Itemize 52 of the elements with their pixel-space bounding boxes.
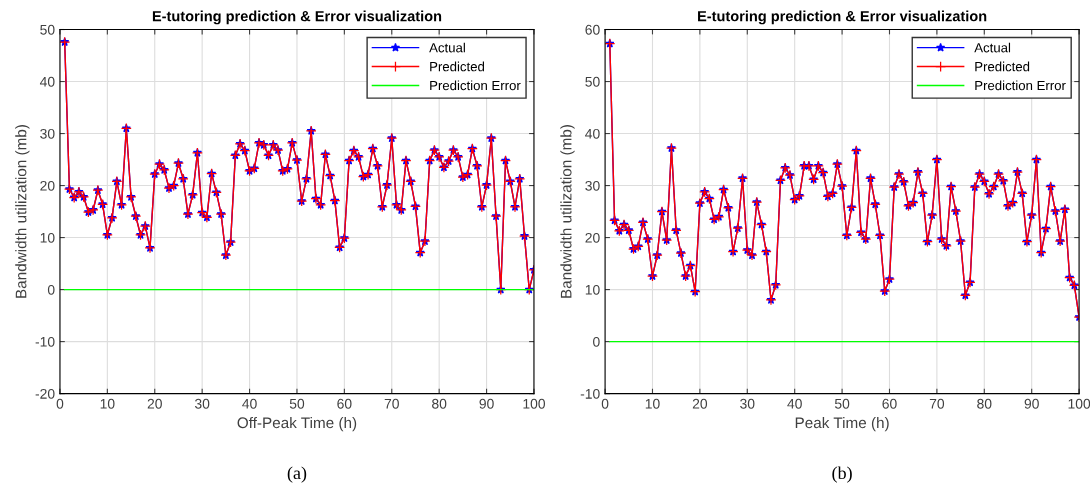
- x-tick-label: 10: [645, 398, 660, 409]
- x-tick-label: 70: [929, 398, 945, 409]
- legend-label: Predicted: [430, 61, 485, 72]
- x-tick-label: 20: [147, 398, 162, 409]
- y-tick-label: 20: [40, 180, 55, 191]
- legend-label: Actual: [974, 42, 1011, 53]
- x-tick-label: 80: [977, 398, 992, 409]
- chart-title: E-tutoring prediction & Error visualization: [698, 10, 987, 25]
- x-tick-label: 50: [834, 398, 850, 409]
- x-tick-label: 40: [787, 398, 802, 409]
- y-tick-label: 40: [39, 76, 55, 87]
- y-tick-label: 10: [585, 284, 600, 295]
- y-tick-label: -10: [35, 336, 55, 347]
- y-tick-label: -10: [580, 388, 600, 399]
- y-tick-label: 0: [593, 336, 600, 347]
- legend-label: Prediction Error: [975, 80, 1066, 91]
- y-tick-label: 10: [40, 232, 55, 243]
- y-axis-title: Bandwidth utilization (mb): [560, 125, 575, 298]
- x-tick-label: 90: [1024, 398, 1039, 409]
- y-tick-label: 50: [40, 24, 55, 35]
- x-tick-label: 30: [194, 398, 210, 409]
- y-axis-title: Bandwidth utilization (mb): [15, 125, 30, 298]
- x-tick-label: 0: [601, 398, 609, 409]
- x-tick-label: 0: [56, 398, 64, 409]
- x-tick-label: 10: [100, 398, 115, 409]
- x-tick-label: 60: [337, 398, 352, 409]
- y-tick-label: 50: [585, 76, 600, 87]
- x-tick-label: 80: [432, 398, 447, 409]
- x-axis-title: Off-Peak Time (h): [237, 416, 357, 432]
- y-tick-label: 60: [585, 24, 600, 35]
- y-tick-label: 30: [585, 180, 600, 191]
- y-tick-label: 30: [40, 128, 55, 139]
- chart-title: E-tutoring prediction & Error visualization: [152, 10, 442, 25]
- x-tick-label: 50: [289, 398, 305, 409]
- x-tick-label: 60: [882, 398, 897, 409]
- x-tick-label: 20: [692, 398, 708, 409]
- x-tick-label: 100: [1068, 398, 1090, 409]
- x-axis-title: Peak Time (h): [795, 416, 889, 432]
- x-tick-label: 40: [242, 398, 257, 409]
- text: (b): [832, 466, 852, 483]
- x-tick-label: 70: [384, 398, 399, 409]
- x-tick-label: 90: [479, 398, 494, 409]
- legend-label: Actual: [429, 42, 465, 53]
- y-tick-label: 20: [585, 232, 600, 243]
- x-tick-label: 30: [740, 398, 755, 409]
- text: (a): [287, 466, 307, 483]
- y-tick-label: -20: [35, 388, 55, 399]
- y-tick-label: 0: [47, 284, 55, 295]
- x-tick-label: 100: [523, 398, 546, 409]
- y-tick-label: 40: [585, 128, 600, 139]
- legend-label: Prediction Error: [430, 80, 521, 91]
- legend-label: Predicted: [975, 61, 1030, 72]
